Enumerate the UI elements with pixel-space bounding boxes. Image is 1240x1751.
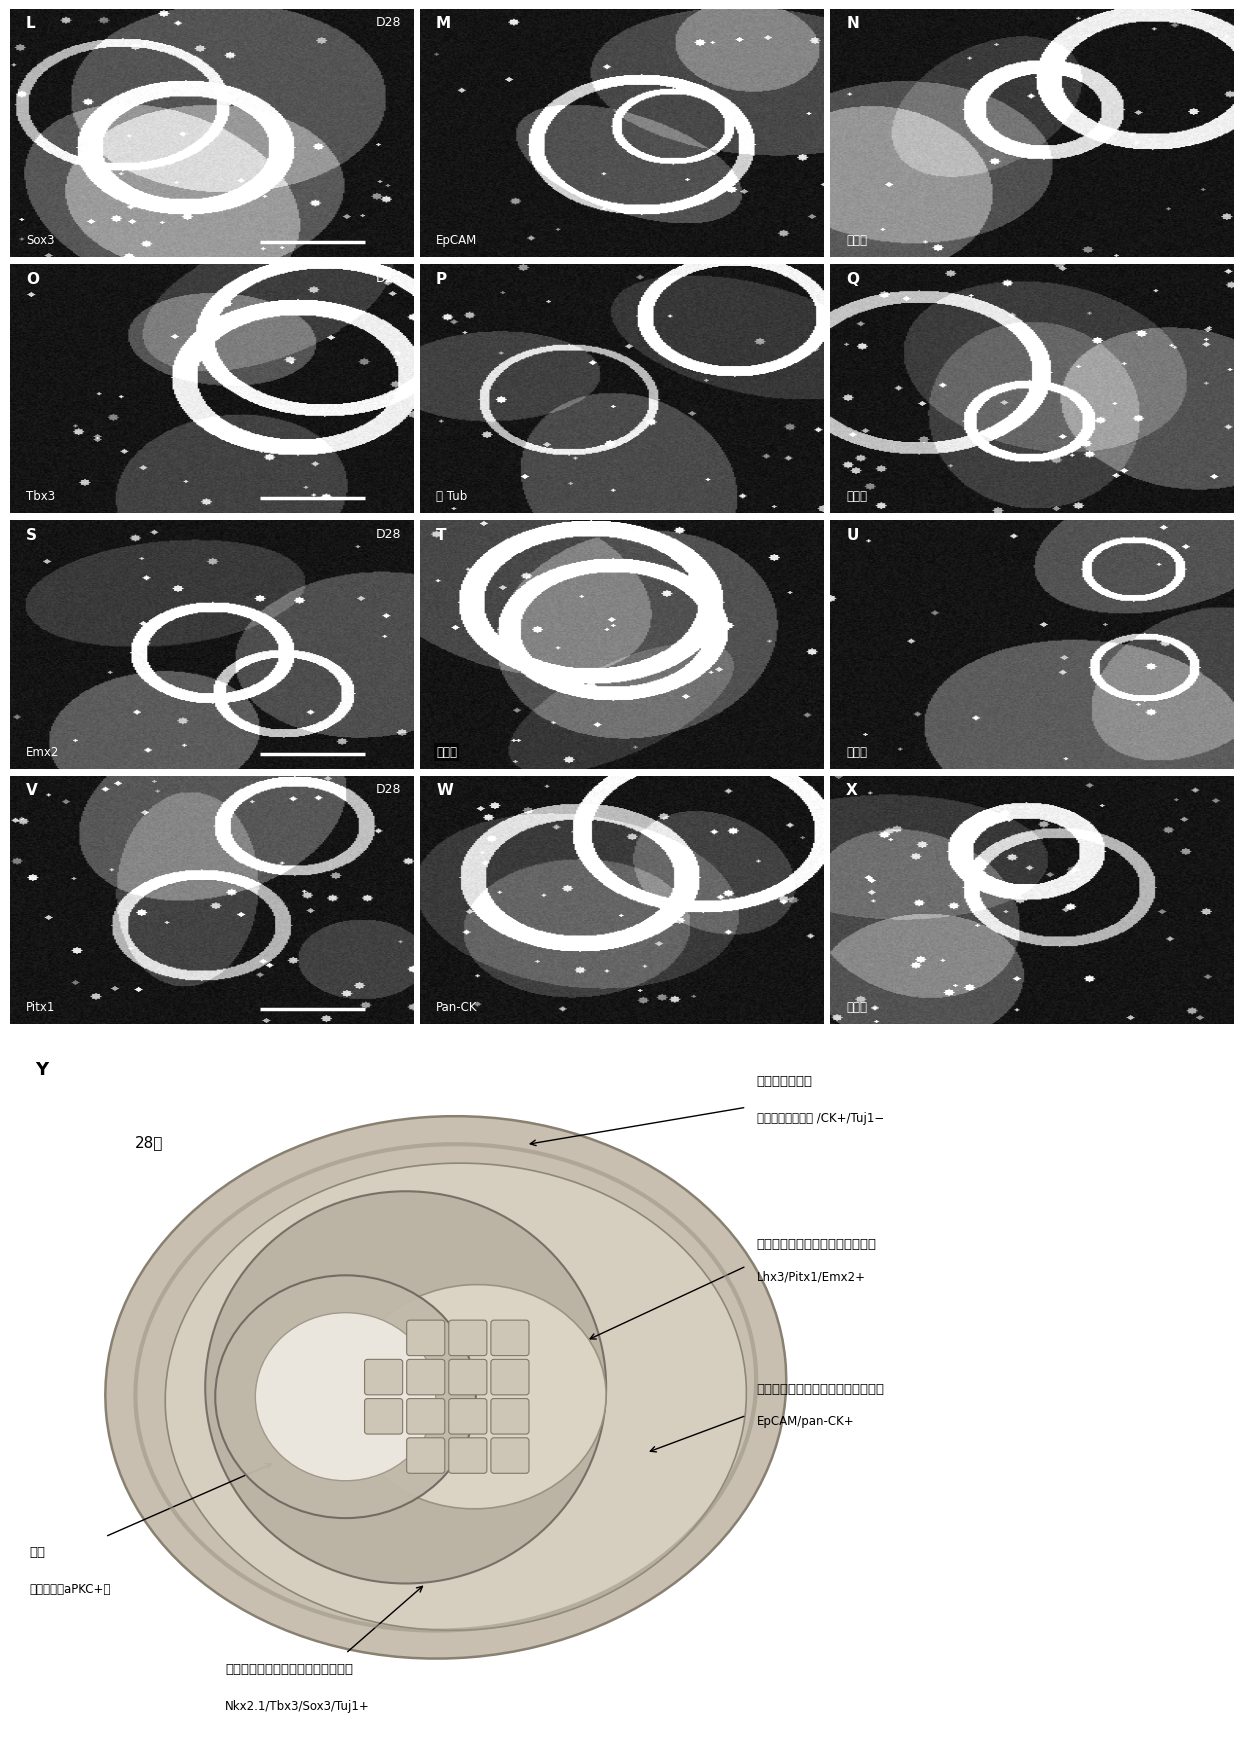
Text: 细胞核: 细胞核 xyxy=(846,1002,867,1014)
Text: D28: D28 xyxy=(376,783,402,797)
FancyBboxPatch shape xyxy=(407,1438,445,1473)
Text: Emx2: Emx2 xyxy=(26,746,60,758)
Text: Pan-CK: Pan-CK xyxy=(436,1002,477,1014)
Circle shape xyxy=(255,1313,435,1481)
Text: S: S xyxy=(26,527,37,543)
Text: X: X xyxy=(846,783,858,798)
Text: 头部间充质细胞: 头部间充质细胞 xyxy=(756,1075,812,1087)
Text: 巢蛋白／波形蛋白 /CK+/Tuj1−: 巢蛋白／波形蛋白 /CK+/Tuj1− xyxy=(756,1112,884,1124)
Text: Tbx3: Tbx3 xyxy=(26,490,56,503)
FancyBboxPatch shape xyxy=(365,1359,403,1396)
Text: EpCAM: EpCAM xyxy=(436,235,477,247)
FancyBboxPatch shape xyxy=(407,1320,445,1355)
FancyBboxPatch shape xyxy=(407,1399,445,1434)
Text: D28: D28 xyxy=(376,527,402,541)
Ellipse shape xyxy=(346,1285,606,1509)
Circle shape xyxy=(216,1275,476,1518)
FancyBboxPatch shape xyxy=(365,1399,403,1434)
Text: 巢蛋白: 巢蛋白 xyxy=(436,746,458,758)
Text: 细胞核: 细胞核 xyxy=(846,235,867,247)
Text: U: U xyxy=(846,527,858,543)
Ellipse shape xyxy=(205,1191,606,1583)
FancyBboxPatch shape xyxy=(491,1438,529,1473)
Text: Y: Y xyxy=(35,1061,48,1079)
Text: D28: D28 xyxy=(376,271,402,285)
Text: Q: Q xyxy=(846,271,859,287)
FancyBboxPatch shape xyxy=(449,1320,487,1355)
Text: P: P xyxy=(436,271,448,287)
FancyBboxPatch shape xyxy=(449,1438,487,1473)
FancyBboxPatch shape xyxy=(449,1359,487,1396)
Text: Pitx1: Pitx1 xyxy=(26,1002,56,1014)
Text: T: T xyxy=(436,527,446,543)
FancyBboxPatch shape xyxy=(491,1359,529,1396)
Text: Lhx3/Pitx1/Emx2+: Lhx3/Pitx1/Emx2+ xyxy=(756,1271,866,1283)
Text: 细胞核: 细胞核 xyxy=(846,490,867,503)
Text: Nkx2.1/Tbx3/Sox3/Tuj1+: Nkx2.1/Tbx3/Sox3/Tuj1+ xyxy=(226,1700,370,1712)
Text: 细胞核: 细胞核 xyxy=(846,746,867,758)
FancyBboxPatch shape xyxy=(491,1320,529,1355)
Text: O: O xyxy=(26,271,40,287)
Text: W: W xyxy=(436,783,453,798)
Text: V: V xyxy=(26,783,38,798)
Text: 间脑腹侧、下丘脑（神经上皮组织）: 间脑腹侧、下丘脑（神经上皮组织） xyxy=(226,1663,353,1676)
FancyBboxPatch shape xyxy=(449,1399,487,1434)
Text: 脑室: 脑室 xyxy=(30,1546,46,1558)
Text: M: M xyxy=(436,16,451,32)
FancyBboxPatch shape xyxy=(407,1359,445,1396)
FancyBboxPatch shape xyxy=(491,1399,529,1434)
Text: Sox3: Sox3 xyxy=(26,235,55,247)
Text: 非神经上皮（一部分为口腔外胚层）: 非神经上皮（一部分为口腔外胚层） xyxy=(756,1383,884,1396)
Text: 28天: 28天 xyxy=(135,1135,164,1150)
Text: D28: D28 xyxy=(376,16,402,30)
Text: 已 Tub: 已 Tub xyxy=(436,490,467,503)
Text: N: N xyxy=(846,16,859,32)
Text: EpCAM/pan-CK+: EpCAM/pan-CK+ xyxy=(756,1415,854,1429)
Text: （顶端面：aPKC+）: （顶端面：aPKC+） xyxy=(30,1583,112,1597)
Ellipse shape xyxy=(165,1163,746,1630)
Ellipse shape xyxy=(105,1115,786,1658)
Text: 拉特克囊（垂体前体组织、基板）: 拉特克囊（垂体前体组织、基板） xyxy=(756,1238,877,1250)
Text: L: L xyxy=(26,16,36,32)
